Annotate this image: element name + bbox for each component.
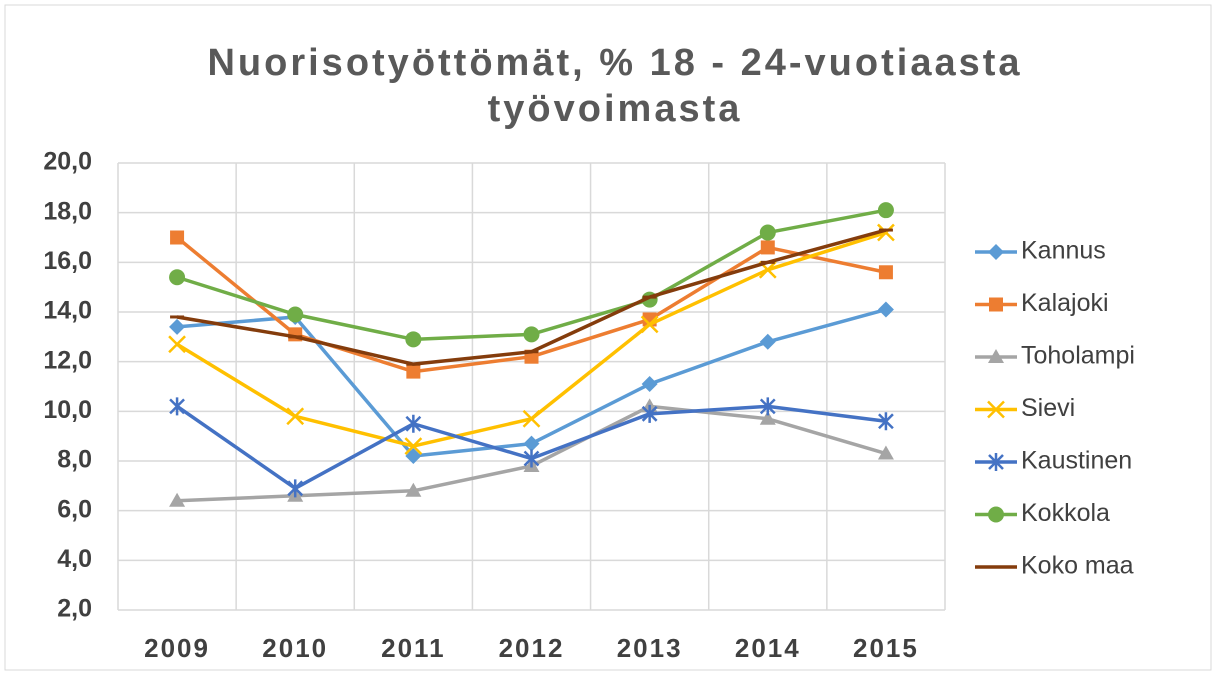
marker [759, 333, 776, 350]
marker [169, 269, 186, 286]
marker [169, 318, 186, 335]
x-tick-label: 2011 [381, 633, 445, 663]
legend-entry: Kannus [975, 237, 1106, 265]
marker [406, 364, 421, 379]
y-tick-label: 18,0 [43, 197, 92, 225]
marker [169, 492, 186, 507]
marker [170, 230, 185, 245]
marker [641, 376, 658, 393]
legend-label: Toholampi [1021, 342, 1135, 370]
marker [759, 224, 776, 241]
legend-label: Kokkola [1021, 499, 1110, 527]
y-tick-label: 4,0 [57, 545, 92, 573]
legend-marker [988, 244, 1004, 260]
x-tick-label: 2015 [853, 633, 919, 663]
legend-label: Koko maa [1021, 552, 1134, 580]
marker [877, 445, 894, 460]
x-tick-label: 2009 [144, 633, 210, 663]
legend-entry: Kalajoki [975, 289, 1109, 317]
legend-entry: Kokkola [975, 499, 1110, 527]
y-tick-label: 10,0 [43, 396, 92, 424]
marker [640, 315, 659, 334]
series [168, 223, 895, 455]
marker [287, 306, 304, 323]
marker [287, 479, 304, 498]
series [169, 301, 894, 465]
marker [404, 437, 423, 455]
marker [878, 412, 894, 431]
legend-marker [989, 297, 1003, 312]
marker [877, 301, 894, 318]
y-tick-label: 12,0 [43, 346, 92, 374]
marker [523, 435, 540, 452]
y-tick-label: 20,0 [43, 148, 92, 176]
marker [523, 449, 540, 468]
y-tick-label: 14,0 [43, 297, 92, 325]
marker [405, 448, 422, 465]
marker [522, 409, 541, 428]
legend-entry: Kaustinen [975, 447, 1132, 475]
marker [641, 404, 658, 423]
legend-marker [988, 506, 1004, 523]
y-tick-label: 2,0 [57, 595, 92, 623]
series [170, 228, 893, 366]
marker [878, 265, 893, 280]
x-tick-label: 2012 [499, 633, 565, 663]
series [169, 397, 894, 498]
series [170, 230, 893, 379]
legend-entry: Koko maa [975, 552, 1134, 580]
legend-label: Sievi [1021, 394, 1075, 422]
marker [759, 410, 776, 425]
x-tick-label: 2010 [262, 633, 328, 663]
marker [523, 326, 540, 343]
legend-label: Kannus [1021, 237, 1106, 265]
series [169, 202, 894, 348]
y-tick-label: 16,0 [43, 247, 92, 275]
marker [759, 397, 776, 416]
chart-title: Nuorisotyöttömät, % 18 - 24-vuotiaasta t… [207, 42, 1023, 130]
marker [168, 335, 186, 354]
legend-entry: Toholampi [975, 342, 1135, 370]
marker [405, 482, 422, 497]
marker [877, 223, 895, 242]
marker [286, 407, 305, 426]
marker [405, 414, 422, 433]
legend-label: Kalajoki [1021, 289, 1109, 317]
y-tick-label: 6,0 [57, 495, 92, 523]
legend-entry: Sievi [975, 394, 1075, 422]
x-tick-label: 2014 [735, 633, 801, 663]
y-tick-label: 8,0 [57, 446, 92, 474]
marker [760, 240, 775, 255]
legend-marker [987, 400, 1005, 419]
chart-border [4, 4, 1212, 671]
series-line [176, 208, 887, 342]
legend-label: Kaustinen [1021, 447, 1132, 475]
legend-marker [988, 453, 1004, 471]
legend-marker [988, 349, 1004, 363]
marker [877, 202, 894, 219]
marker [169, 397, 185, 416]
x-tick-label: 2013 [617, 633, 683, 663]
marker [405, 331, 422, 348]
